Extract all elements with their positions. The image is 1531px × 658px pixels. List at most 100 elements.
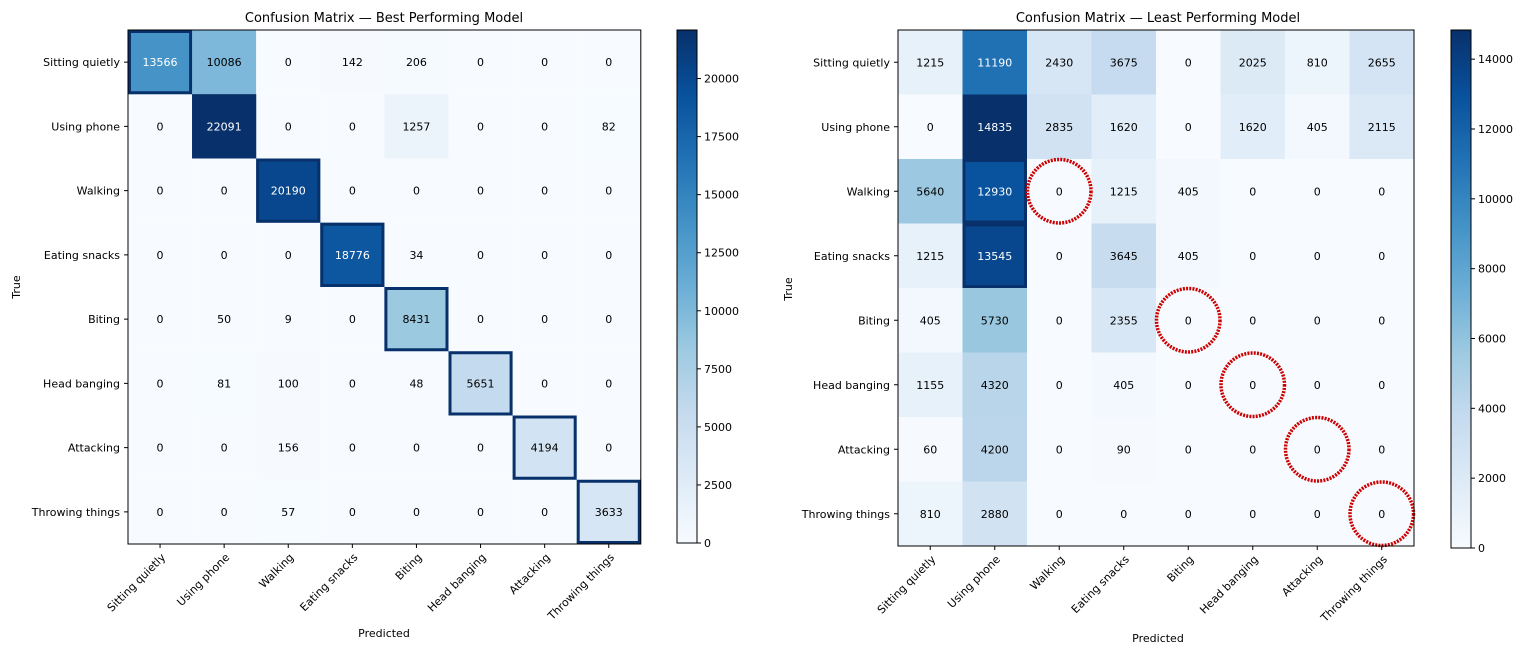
cell-value-label: 13545 [977,250,1012,263]
heatmap-cell [256,94,321,159]
y-tick-label: Eating snacks [44,249,120,262]
heatmap-cell [1220,94,1285,159]
colorbar-tick-label: 15000 [704,189,739,202]
heatmap-cell [1220,159,1285,224]
cell-value-label: 0 [1185,508,1192,521]
x-tick-label: Eating snacks [1069,553,1132,616]
heatmap-cell [1156,223,1221,288]
heatmap-cell [1027,30,1092,95]
annotation-circle [1154,286,1222,354]
y-tick-label: Walking [847,185,890,198]
heatmap-cell [192,94,257,159]
cell-value-label: 0 [605,313,612,326]
chart-title: Confusion Matrix — Least Performing Mode… [1016,11,1300,26]
cell-value-label: 0 [1314,250,1321,263]
heatmap-cell [192,479,257,544]
highlight-border [962,223,1027,288]
cell-value-label: 0 [349,120,356,133]
heatmap-cell [576,479,641,544]
cell-value-label: 18776 [335,249,370,262]
heatmap-cell [1349,94,1414,159]
cell-value-label: 0 [1120,508,1127,521]
cell-value-label: 0 [349,185,356,198]
cell-value-label: 22091 [207,120,242,133]
cell-value-label: 0 [1056,314,1063,327]
cell-value-label: 4194 [531,442,559,455]
cell-value-label: 405 [1178,250,1199,263]
least-model-chart: Confusion Matrix — Least Performing Mode… [782,11,1513,645]
cell-value-label: 2835 [1045,121,1073,134]
cell-value-label: 1215 [1110,185,1138,198]
heatmap-cell [320,479,385,544]
cell-value-label: 0 [605,377,612,390]
heatmap-cell [1156,417,1221,482]
highlight-border [576,479,641,544]
heatmap-cell [256,30,321,95]
heatmap-cell [320,287,385,352]
heatmap-cell [1156,94,1221,159]
heatmap-cell [512,287,577,352]
heatmap-cell [448,158,513,223]
annotation-circle [1025,157,1093,225]
cell-value-label: 0 [477,249,484,262]
x-tick-label: Attacking [507,551,553,597]
heatmap-cell [1285,94,1350,159]
cell-value-label: 0 [1314,443,1321,456]
heatmap-cell [1091,481,1156,546]
cell-value-label: 0 [1056,250,1063,263]
heatmap-cell [1349,288,1414,353]
heatmap-cell [962,30,1027,95]
cell-value-label: 0 [541,56,548,69]
cell-value-label: 0 [477,185,484,198]
heatmap-cell [1091,223,1156,288]
heatmap-cell [1027,481,1092,546]
heatmap-cell [320,222,385,287]
heatmap-cell [962,288,1027,353]
heatmap-cell [576,287,641,352]
cell-value-label: 156 [278,442,299,455]
cell-value-label: 0 [1314,379,1321,392]
cell-value-label: 0 [221,185,228,198]
y-axis-label: True [10,275,23,300]
heatmap-cell [448,479,513,544]
cell-value-label: 11190 [977,56,1012,69]
heatmap-cell [1220,223,1285,288]
cell-value-label: 405 [1178,185,1199,198]
cell-value-label: 0 [477,313,484,326]
heatmap-cell [384,415,449,480]
x-tick-label: Sitting quietly [105,551,169,615]
colorbar-tick-label: 17500 [704,131,739,144]
best-model-chart: Confusion Matrix — Best Performing Model… [10,11,739,640]
cell-value-label: 0 [413,185,420,198]
cell-value-label: 0 [541,506,548,519]
cell-value-label: 1620 [1239,121,1267,134]
y-tick-label: Eating snacks [814,250,890,263]
y-tick-label: Attacking [838,443,890,456]
x-tick-label: Throwing things [545,551,617,623]
heatmap-cell [898,417,963,482]
cell-value-label: 0 [221,506,228,519]
heatmap-cell [448,415,513,480]
axes-frame [897,29,1415,547]
x-tick-label: Throwing things [1318,553,1390,625]
heatmap-cell [898,223,963,288]
colorbar-tick-label: 14000 [1478,53,1513,66]
y-axis-label: True [782,277,795,302]
cell-value-label: 13566 [143,56,178,69]
colorbar-tick-label: 12500 [704,247,739,260]
heatmap-cell [128,222,193,287]
colorbar-tick-label: 10000 [704,305,739,318]
cell-value-label: 0 [541,377,548,390]
cell-value-label: 0 [1378,508,1385,521]
heatmap-cell [384,351,449,416]
cell-value-label: 48 [409,377,423,390]
heatmap-cell [1027,288,1092,353]
cell-value-label: 0 [157,185,164,198]
y-tick-label: Using phone [821,121,890,134]
cell-value-label: 0 [1185,56,1192,69]
heatmap-cell [192,222,257,287]
cell-value-label: 810 [920,508,941,521]
cell-value-label: 0 [349,313,356,326]
heatmap-cell [320,158,385,223]
